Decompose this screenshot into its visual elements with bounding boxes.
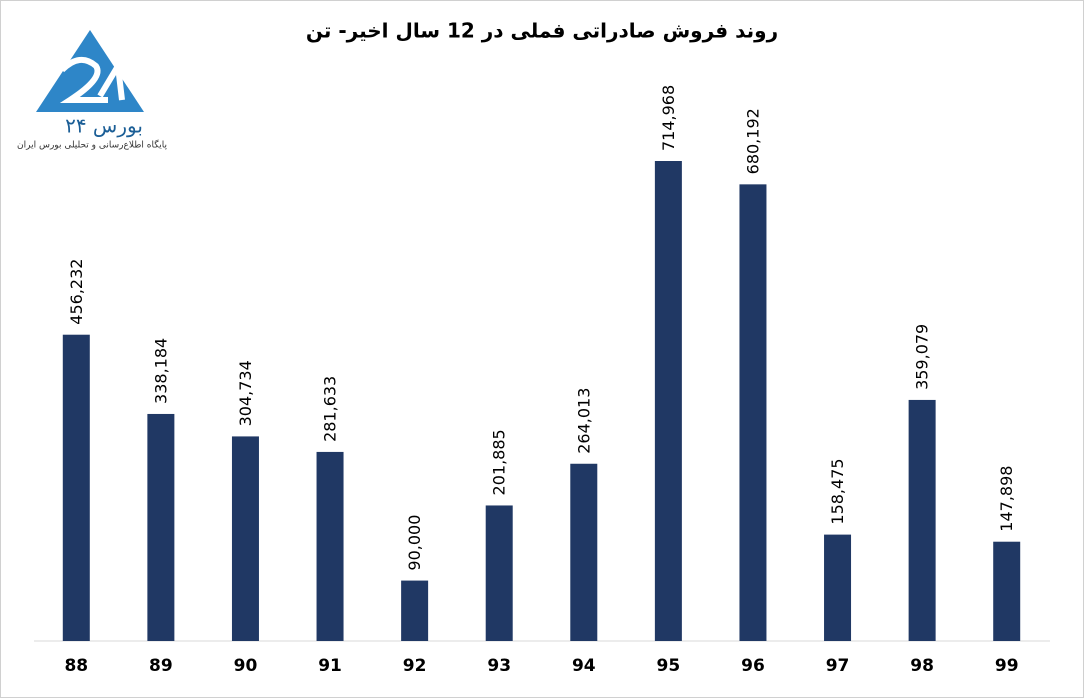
value-label: 714,968 [659, 85, 678, 151]
value-label: 338,184 [151, 338, 170, 404]
x-tick-label: 92 [403, 656, 427, 676]
value-label: 281,633 [321, 376, 340, 442]
value-label: 359,079 [913, 324, 932, 390]
value-label: 147,898 [997, 466, 1016, 532]
x-tick-label: 88 [64, 656, 88, 676]
bar [485, 505, 513, 641]
x-tick-label: 89 [149, 656, 173, 676]
x-tick-label: 91 [318, 656, 342, 676]
value-label: 680,192 [743, 108, 762, 174]
value-label: 304,734 [236, 360, 255, 426]
value-label: 456,232 [67, 259, 86, 325]
bar [316, 451, 344, 641]
x-tick-label: 97 [826, 656, 850, 676]
bar [908, 399, 936, 641]
logo-name: بورس ۲۴ [65, 114, 143, 138]
x-tick-label: 95 [657, 656, 681, 676]
bar [62, 334, 90, 641]
logo: بورس ۲۴ پایگاه اطلاع‌رسانی و تحلیلی بورس… [17, 30, 167, 151]
x-tick-label: 99 [995, 656, 1019, 676]
logo-mark [59, 56, 125, 103]
bar [824, 534, 852, 641]
x-tick-label: 90 [234, 656, 258, 676]
bar [993, 541, 1021, 641]
value-label: 90,000 [405, 515, 424, 571]
value-label: 201,885 [490, 429, 509, 495]
x-tick-label: 98 [910, 656, 934, 676]
chart-title: روند فروش صادراتی فملی در 12 سال اخیر- ت… [306, 19, 778, 43]
bar [654, 161, 682, 641]
x-tick-label: 96 [741, 656, 765, 676]
bar [231, 436, 259, 641]
x-tick-label: 93 [487, 656, 511, 676]
bar [570, 463, 598, 641]
value-label: 158,475 [828, 458, 847, 524]
x-tick-label: 94 [572, 656, 596, 676]
logo-triangle [36, 30, 144, 112]
bar [147, 413, 175, 641]
value-label: 264,013 [574, 388, 593, 454]
bar [401, 580, 429, 641]
logo-tagline: پایگاه اطلاع‌رسانی و تحلیلی بورس ایران [17, 139, 167, 151]
bar [739, 184, 767, 641]
